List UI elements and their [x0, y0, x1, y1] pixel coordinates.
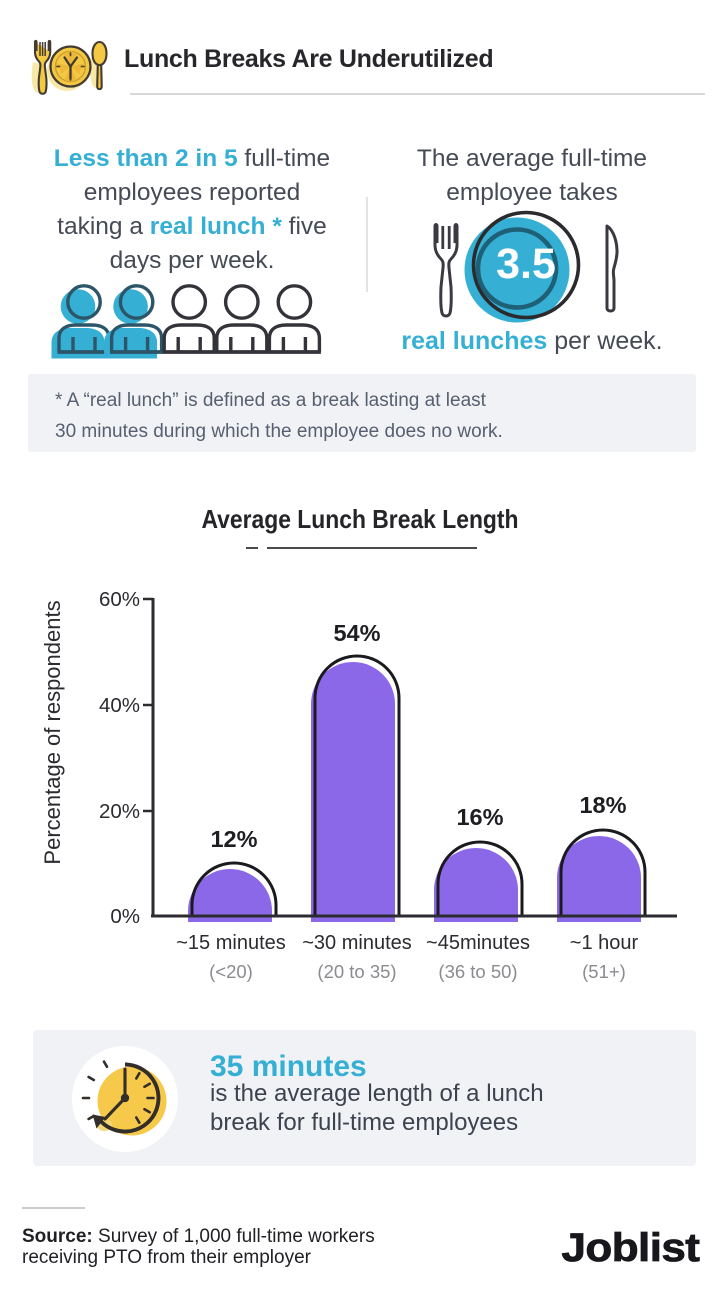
svg-text:12%: 12%	[210, 826, 257, 852]
svg-text:~1 hour: ~1 hour	[570, 932, 639, 954]
svg-text:16%: 16%	[456, 804, 503, 830]
svg-text:3.5: 3.5	[496, 240, 556, 288]
svg-text:20%: 20%	[99, 800, 140, 823]
svg-text:60%: 60%	[99, 588, 140, 611]
svg-text:54%: 54%	[333, 620, 380, 646]
svg-text:(36 to 50): (36 to 50)	[438, 961, 517, 982]
svg-text:(20 to 35): (20 to 35)	[317, 961, 396, 982]
svg-text:~15 minutes: ~15 minutes	[176, 932, 286, 954]
svg-text:0%: 0%	[110, 905, 140, 928]
svg-text:40%: 40%	[99, 694, 140, 717]
svg-text:18%: 18%	[579, 792, 626, 818]
svg-text:Percentage of respondents: Percentage of respondents	[40, 600, 65, 864]
svg-text:(<20): (<20)	[209, 961, 253, 982]
svg-text:~45minutes: ~45minutes	[426, 932, 530, 954]
svg-text:~30 minutes: ~30 minutes	[302, 932, 412, 954]
svg-text:(51+): (51+)	[582, 961, 626, 982]
